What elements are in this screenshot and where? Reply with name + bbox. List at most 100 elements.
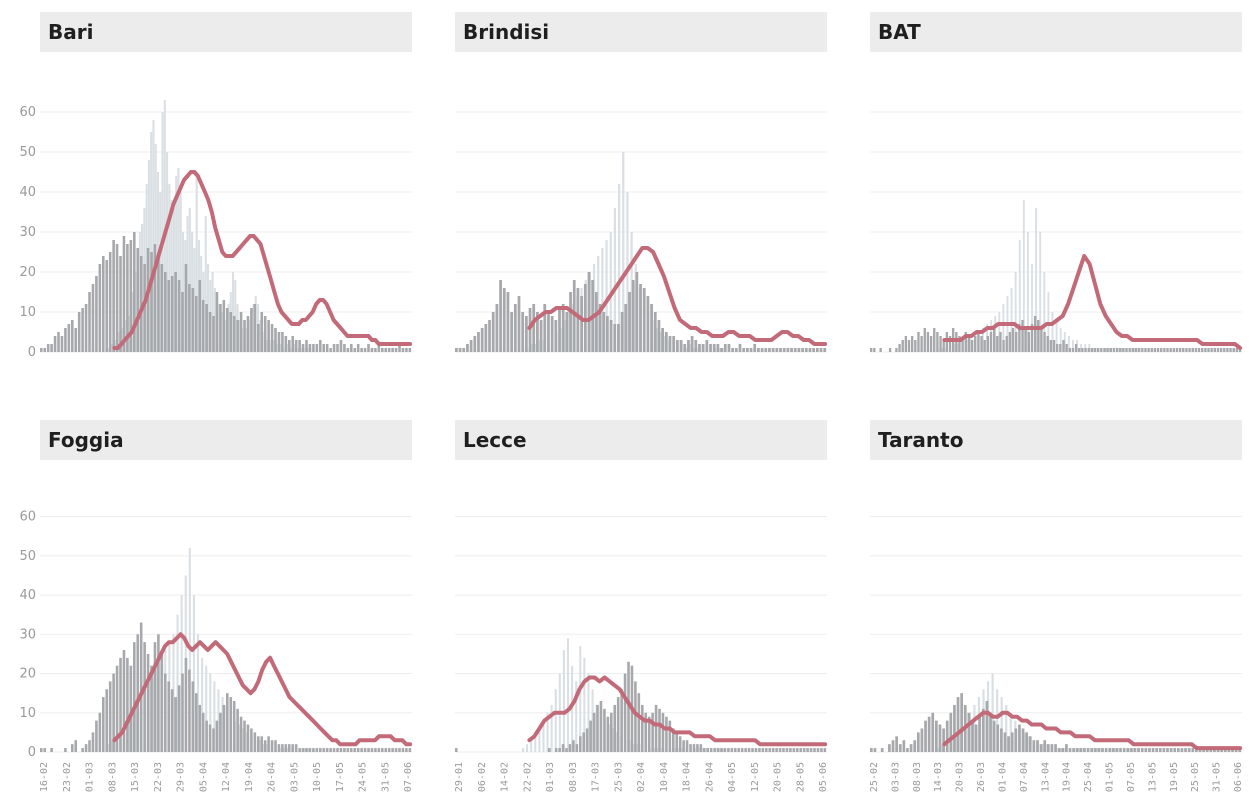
bar bbox=[981, 708, 985, 752]
bar bbox=[267, 736, 270, 752]
y-tick-label: 0 bbox=[28, 345, 36, 360]
bar bbox=[1223, 348, 1226, 352]
light-bar bbox=[991, 673, 994, 752]
bar bbox=[727, 344, 731, 352]
bar bbox=[579, 736, 582, 752]
bar bbox=[363, 748, 367, 752]
bar bbox=[281, 332, 284, 352]
bar bbox=[737, 748, 741, 752]
bar bbox=[683, 344, 687, 352]
bar bbox=[699, 744, 703, 752]
bar bbox=[565, 748, 568, 752]
light-bar bbox=[205, 665, 208, 752]
bar bbox=[1050, 744, 1054, 752]
light-bar bbox=[652, 748, 655, 752]
bar bbox=[1002, 340, 1005, 352]
bar bbox=[668, 720, 672, 752]
bar bbox=[150, 252, 153, 352]
light-bar bbox=[131, 712, 134, 752]
bar bbox=[1197, 348, 1201, 352]
bar bbox=[353, 348, 357, 352]
bar bbox=[177, 280, 181, 352]
bar bbox=[1166, 748, 1169, 752]
bar bbox=[668, 336, 672, 352]
bar bbox=[377, 748, 381, 752]
bar bbox=[761, 748, 765, 752]
bar bbox=[195, 296, 198, 352]
bar bbox=[936, 332, 939, 352]
bar bbox=[1018, 324, 1021, 352]
bar bbox=[91, 732, 95, 752]
bar bbox=[1191, 348, 1194, 352]
light-bar bbox=[1009, 712, 1012, 752]
bar bbox=[1027, 332, 1030, 352]
bar bbox=[191, 288, 195, 352]
bar bbox=[284, 744, 288, 752]
bar bbox=[473, 336, 477, 352]
bar bbox=[1021, 320, 1024, 352]
bar bbox=[198, 704, 202, 752]
bar bbox=[797, 348, 801, 352]
bar bbox=[913, 740, 917, 752]
light-bar bbox=[936, 748, 940, 752]
bar bbox=[480, 328, 484, 352]
bar bbox=[288, 340, 291, 352]
bar bbox=[170, 276, 174, 352]
bar bbox=[339, 340, 343, 352]
bar bbox=[139, 622, 143, 752]
bar bbox=[758, 748, 761, 752]
bar bbox=[599, 701, 603, 752]
bar bbox=[757, 348, 760, 352]
bar bbox=[1011, 328, 1015, 352]
light-bar bbox=[186, 216, 189, 352]
light-bar bbox=[1067, 336, 1070, 352]
light-bar bbox=[204, 216, 207, 352]
bar bbox=[381, 748, 384, 752]
bar bbox=[322, 344, 326, 352]
light-bar bbox=[591, 689, 594, 752]
bar bbox=[985, 701, 989, 752]
light-bar bbox=[1031, 264, 1033, 352]
light-bar bbox=[941, 348, 943, 352]
bar bbox=[873, 748, 877, 752]
bar bbox=[747, 748, 751, 752]
bar bbox=[1128, 348, 1131, 352]
x-tick-label: 03-03 bbox=[890, 762, 901, 792]
bar bbox=[1087, 348, 1090, 352]
bar bbox=[294, 340, 298, 352]
bar bbox=[970, 340, 974, 352]
bar bbox=[1238, 348, 1242, 352]
bar bbox=[219, 712, 222, 752]
bar bbox=[153, 642, 157, 752]
bar bbox=[329, 348, 332, 352]
bar bbox=[1008, 332, 1012, 352]
bar bbox=[716, 748, 720, 752]
bar bbox=[260, 736, 264, 752]
bar bbox=[325, 748, 329, 752]
x-tick-label: 13-04 bbox=[1040, 762, 1051, 792]
bar bbox=[312, 344, 315, 352]
bar bbox=[771, 348, 775, 352]
bar bbox=[1103, 348, 1106, 352]
bar bbox=[983, 340, 986, 352]
bar bbox=[308, 344, 312, 352]
bar bbox=[594, 292, 598, 352]
bar bbox=[960, 693, 963, 752]
light-bar bbox=[1000, 697, 1003, 752]
x-tick-label: 01-03 bbox=[545, 762, 556, 792]
bar bbox=[727, 748, 730, 752]
bar bbox=[119, 256, 122, 352]
light-bar bbox=[1041, 744, 1044, 752]
bar bbox=[243, 720, 246, 752]
bar bbox=[744, 748, 747, 752]
bar bbox=[74, 328, 78, 352]
x-tick-label: 26-04 bbox=[704, 762, 715, 792]
bar bbox=[325, 344, 329, 352]
bar bbox=[377, 344, 381, 352]
bar bbox=[716, 344, 720, 352]
bar bbox=[157, 256, 160, 352]
bar bbox=[901, 340, 904, 352]
bar bbox=[322, 748, 326, 752]
bar bbox=[346, 348, 350, 352]
